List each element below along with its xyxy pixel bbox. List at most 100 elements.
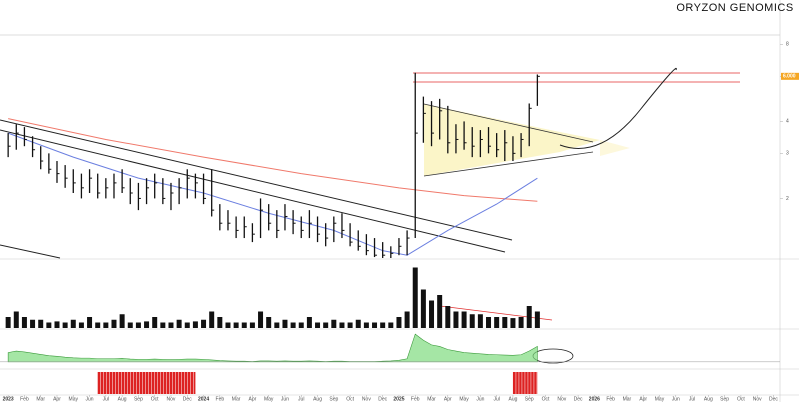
x-tick-label: May — [655, 396, 665, 402]
volume-bar — [274, 322, 280, 328]
x-tick-label: Mar — [232, 396, 241, 402]
volume-bar — [534, 311, 540, 328]
x-tick-label: Feb — [606, 396, 615, 402]
last-price-label: 6.000 — [783, 74, 796, 80]
x-tick-label: May — [264, 396, 274, 402]
x-tick-label: Apr — [639, 396, 647, 402]
x-tick-label: Apr — [53, 396, 61, 402]
x-tick-label: Mar — [623, 396, 632, 402]
volume-bar — [437, 295, 443, 328]
x-tick-label: Jun — [476, 396, 484, 402]
volume-bar — [477, 314, 483, 328]
volume-bar — [290, 322, 296, 328]
volume-bar — [363, 322, 369, 328]
x-tick-label: Mar — [427, 396, 436, 402]
x-tick-label: Jul — [103, 396, 109, 402]
x-tick-label: Oct — [346, 396, 354, 402]
volume-bar — [502, 317, 508, 328]
volume-bar — [87, 317, 93, 328]
x-tick-label: May — [69, 396, 79, 402]
volume-bar — [46, 322, 52, 328]
x-tick-label: Nov — [167, 396, 176, 402]
volume-bar — [135, 322, 141, 328]
volume-bar — [176, 319, 182, 328]
volume-bar — [461, 311, 467, 328]
volume-bar — [380, 322, 386, 328]
volume-bar — [388, 322, 394, 328]
volume-bar — [54, 321, 60, 328]
x-tick-label: Feb — [216, 396, 225, 402]
volume-bar — [144, 321, 150, 328]
volume-bar — [323, 322, 329, 328]
trend-line — [0, 244, 61, 259]
x-tick-label: Feb — [20, 396, 29, 402]
volume-bar — [510, 318, 516, 328]
volume-bar — [355, 319, 361, 328]
x-tick-label: Jul — [298, 396, 304, 402]
last-price-box — [781, 72, 799, 80]
volume-bar — [372, 322, 378, 328]
y-tick-label: 3 — [786, 151, 789, 157]
x-tick-label: Dec — [574, 396, 583, 402]
volume-bar — [21, 317, 27, 328]
volume-bar — [298, 322, 304, 328]
volume-bar — [518, 317, 524, 328]
volume-bar — [396, 317, 402, 328]
oscillator-area — [7, 333, 538, 363]
volume-bar — [233, 322, 239, 328]
x-tick-label: Dec — [378, 396, 387, 402]
x-tick-label: Oct — [737, 396, 745, 402]
x-tick-label: Sep — [329, 396, 338, 402]
x-tick-label: Aug — [118, 396, 127, 402]
x-tick-label: Dec — [769, 396, 778, 402]
volume-bar — [95, 322, 101, 328]
x-tick-label: Aug — [704, 396, 713, 402]
volume-bar — [192, 321, 198, 328]
x-tick-label: 2024 — [198, 396, 209, 402]
volume-bar — [225, 322, 231, 328]
volume-bar — [420, 289, 426, 328]
volume-bar — [453, 311, 459, 328]
volume-bar — [78, 322, 84, 328]
x-tick-label: 2023 — [3, 396, 14, 402]
x-tick-label: Jun — [281, 396, 289, 402]
triangle-edge — [423, 151, 594, 177]
x-tick-label: Nov — [362, 396, 371, 402]
volume-bar — [429, 300, 435, 328]
x-tick-label: Apr — [249, 396, 257, 402]
volume-bar — [209, 311, 215, 328]
volume-bar — [266, 317, 272, 328]
triangle-edge — [423, 103, 594, 143]
volume-bar — [5, 317, 11, 328]
volume-bar — [339, 322, 345, 328]
volume-bar — [152, 317, 158, 328]
volume-bar — [347, 322, 353, 328]
x-tick-label: Sep — [525, 396, 534, 402]
volume-bar — [62, 322, 68, 328]
x-tick-label: Nov — [753, 396, 762, 402]
x-tick-label: Feb — [411, 396, 420, 402]
x-tick-label: Sep — [134, 396, 143, 402]
y-tick-label: 4 — [786, 119, 789, 125]
x-tick-label: Nov — [557, 396, 566, 402]
volume-bar — [111, 319, 117, 328]
volume-bar — [258, 311, 264, 328]
projection-curve — [559, 68, 677, 149]
volume-bar — [412, 267, 418, 328]
y-tick-label: 2 — [786, 196, 789, 202]
x-tick-label: Aug — [508, 396, 517, 402]
triangle-fill — [424, 104, 600, 176]
x-tick-label: 2026 — [589, 396, 600, 402]
volume-bar — [241, 322, 247, 328]
x-tick-label: Jun — [86, 396, 94, 402]
volume-bar — [331, 319, 337, 328]
volume-bar — [315, 322, 321, 328]
volume-bar — [201, 319, 207, 328]
x-tick-label: Jul — [689, 396, 695, 402]
volume-bar — [13, 311, 19, 328]
volume-bar — [445, 306, 451, 328]
y-tick-label: 8 — [786, 42, 789, 48]
volume-bar — [306, 317, 312, 328]
triangle-tip — [600, 140, 630, 156]
